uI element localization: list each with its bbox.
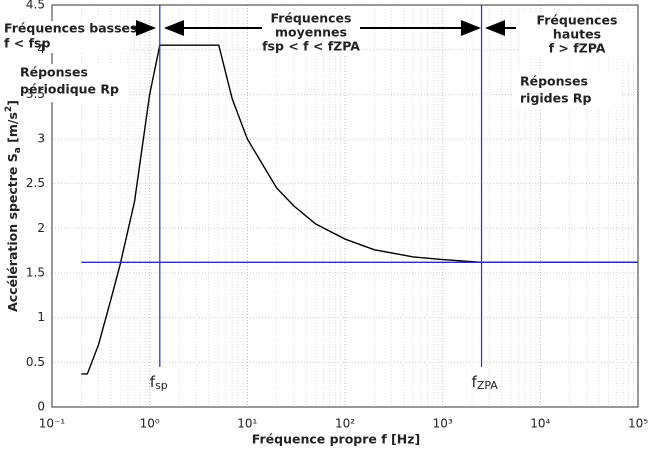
y-tick-label: 0.5 bbox=[26, 355, 45, 369]
annotation: moyennes bbox=[275, 25, 347, 40]
annotation: f > fZPA bbox=[549, 41, 606, 56]
marks bbox=[81, 5, 638, 375]
y-axis-label-part: ] bbox=[5, 100, 20, 106]
y-tick-label: 2.5 bbox=[26, 176, 45, 190]
annotation: fsp < f < fZPA bbox=[262, 39, 360, 54]
line bbox=[81, 44, 638, 375]
y-tick-label: 0 bbox=[37, 400, 45, 414]
label-sub: ZPA bbox=[477, 379, 498, 392]
y-tick-label: 1.5 bbox=[26, 266, 45, 280]
x-tick-label: 10⁰ bbox=[140, 417, 160, 431]
x-tick-label: 10³ bbox=[433, 417, 453, 431]
annotation: Réponses bbox=[520, 74, 588, 89]
plot-frame bbox=[51, 4, 639, 408]
y-tick-label: 3 bbox=[37, 132, 45, 146]
annotation-bg bbox=[262, 10, 360, 54]
annotation: Fréquences bbox=[271, 11, 352, 26]
annotation: hautes bbox=[553, 27, 601, 42]
y-tick-label: 1 bbox=[37, 310, 45, 324]
x-axis-label: Fréquence propre f [Hz] bbox=[252, 432, 420, 447]
y-axis-label: Accélération spectre Sa [m/s2] bbox=[4, 100, 23, 312]
y-axis-label-part: Accélération spectre S bbox=[5, 153, 20, 312]
annotation-bg bbox=[2, 21, 130, 53]
y-tick-label: 4.5 bbox=[26, 0, 45, 12]
y-axis-label-part: a bbox=[13, 147, 23, 153]
x-tick-label: 10⁻¹ bbox=[39, 417, 66, 431]
annotation: périodique Rp bbox=[20, 82, 119, 97]
label-main: f bbox=[150, 373, 156, 391]
y-tick-label: 2 bbox=[37, 221, 45, 235]
x-tick-label: 10¹ bbox=[237, 417, 257, 431]
y-tick-label: 4 bbox=[37, 42, 45, 56]
annotation: Réponses bbox=[20, 65, 88, 80]
vertical-line-label: fsp bbox=[150, 373, 168, 393]
x-tick-label: 10⁴ bbox=[530, 417, 550, 431]
label-sub: sp bbox=[155, 379, 168, 392]
annotation-bg bbox=[520, 12, 636, 58]
x-tick-label: 10² bbox=[335, 417, 355, 431]
y-axis-label-part: 2 bbox=[4, 106, 14, 112]
annotation: f < fsp bbox=[4, 36, 50, 51]
y-axis-label-part: [m/s bbox=[5, 112, 20, 147]
annotation-bg bbox=[8, 64, 128, 102]
vertical-line-label: fZPA bbox=[472, 373, 499, 393]
annotation: Fréquences bbox=[537, 13, 618, 28]
y-tick-label: 3.5 bbox=[26, 87, 45, 101]
annotation: Fréquences basses bbox=[4, 21, 137, 36]
annotation: rigides Rp bbox=[520, 91, 592, 106]
annotation-bg bbox=[512, 70, 622, 110]
label-main: f bbox=[472, 373, 478, 391]
x-tick-label: 10⁵ bbox=[628, 417, 648, 431]
